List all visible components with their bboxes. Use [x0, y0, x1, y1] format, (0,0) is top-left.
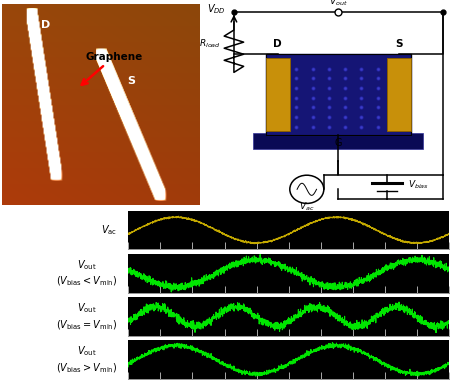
Text: $V_{\mathrm{ac}}$: $V_{\mathrm{ac}}$: [101, 223, 117, 237]
Text: $V_{DD}$: $V_{DD}$: [207, 2, 226, 16]
Text: S: S: [127, 76, 135, 86]
Text: G: G: [335, 138, 342, 148]
Text: $V_{ac}$: $V_{ac}$: [299, 200, 315, 213]
Text: Graphene: Graphene: [86, 52, 143, 62]
Text: $V_{bias}$: $V_{bias}$: [408, 178, 429, 191]
Polygon shape: [266, 54, 411, 135]
Text: $V_{\mathrm{out}}$
$(V_{\mathrm{bias}}>V_{\mathrm{min}})$: $V_{\mathrm{out}}$ $(V_{\mathrm{bias}}>V…: [56, 344, 117, 375]
Text: $V_{\mathrm{out}}$
$(V_{\mathrm{bias}}=V_{\mathrm{min}})$: $V_{\mathrm{out}}$ $(V_{\mathrm{bias}}=V…: [56, 301, 117, 332]
Bar: [266, 58, 290, 131]
Text: $R_{load}$: $R_{load}$: [199, 38, 220, 50]
Text: D: D: [273, 39, 282, 49]
Text: $V_{\mathrm{out}}$
$(V_{\mathrm{bias}}<V_{\mathrm{min}})$: $V_{\mathrm{out}}$ $(V_{\mathrm{bias}}<V…: [56, 258, 117, 288]
Bar: [387, 58, 411, 131]
Bar: [253, 133, 423, 149]
Text: $V_{out}$: $V_{out}$: [329, 0, 348, 8]
Text: D: D: [41, 20, 50, 30]
Text: S: S: [396, 39, 403, 49]
